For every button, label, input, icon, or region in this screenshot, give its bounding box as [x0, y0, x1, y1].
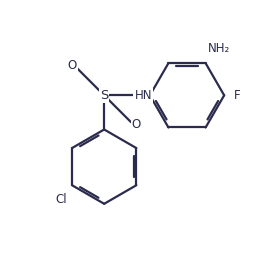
Text: Cl: Cl	[56, 193, 67, 206]
Text: NH₂: NH₂	[208, 42, 230, 55]
Text: S: S	[100, 89, 108, 102]
Text: O: O	[67, 59, 77, 73]
Text: F: F	[234, 89, 240, 102]
Text: O: O	[132, 118, 141, 131]
Text: HN: HN	[134, 89, 152, 102]
